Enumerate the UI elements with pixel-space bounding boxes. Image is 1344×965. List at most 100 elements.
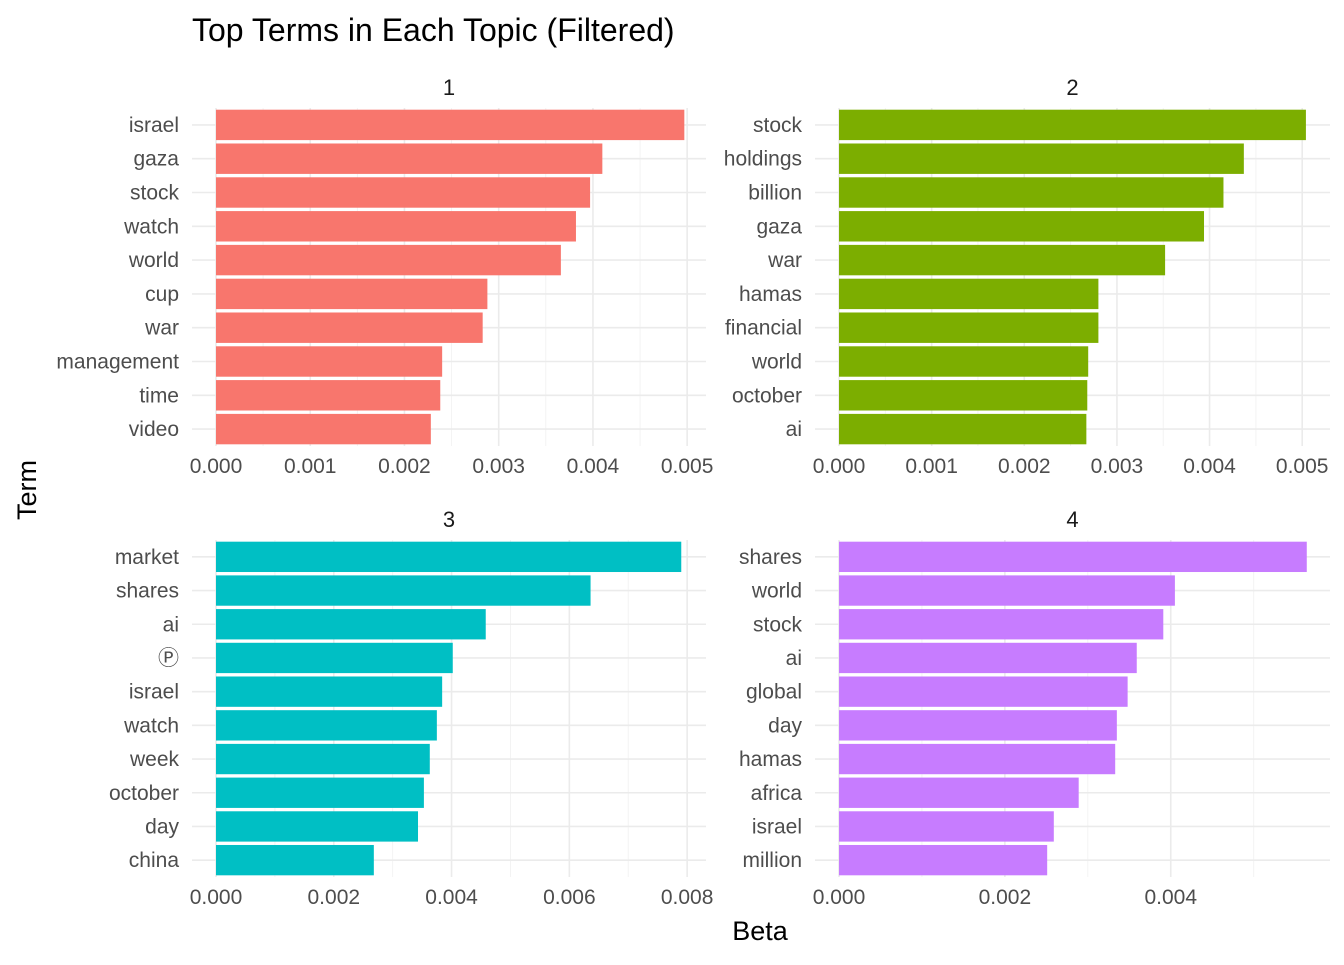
y-tick-label: cup [145, 283, 179, 306]
bar-4-stock [839, 609, 1164, 640]
bar-2-october [839, 380, 1088, 411]
bar-2-world [839, 346, 1089, 377]
bar-1-watch [216, 211, 576, 242]
x-tick-label: 0.002 [308, 886, 361, 909]
y-tick-label: financial [725, 317, 802, 340]
x-tick-label: 0.006 [543, 886, 596, 909]
bar-2-war [839, 244, 1166, 276]
y-tick-label: ai [786, 418, 802, 441]
y-tick-label: video [129, 418, 179, 441]
bar-1-management [216, 346, 443, 377]
bar-4-africa [839, 777, 1079, 808]
y-tick-label: gaza [756, 215, 802, 238]
y-tick-label: shares [739, 546, 802, 569]
bar-3-china [216, 844, 374, 876]
x-tick-label: 0.004 [567, 455, 620, 478]
y-tick-label: million [742, 849, 802, 872]
y-tick-label: hamas [739, 283, 802, 306]
y-tick-label: stock [753, 613, 803, 636]
y-tick-label: billion [748, 182, 802, 205]
bar-3-october [216, 777, 424, 808]
y-tick-label: africa [751, 782, 803, 805]
y-tick-label: hamas [739, 748, 802, 771]
y-tick-label: world [751, 580, 802, 603]
bar-2-hamas [839, 278, 1099, 310]
facet-panels: israel gaza stock watch world cup war managemen… [56, 75, 1330, 909]
bar-4-hamas [839, 743, 1116, 775]
x-tick-label: 0.003 [1091, 455, 1144, 478]
bar-4-shares [839, 541, 1307, 573]
x-tick-label: 0.002 [979, 886, 1032, 909]
y-tick-label: ai [786, 647, 802, 670]
y-tick-label: gaza [133, 148, 179, 171]
y-tick-label: world [751, 351, 802, 374]
y-tick-label: ai [163, 613, 179, 636]
x-tick-label: 0.002 [998, 455, 1051, 478]
chart-title: Top Terms in Each Topic (Filtered) [192, 12, 675, 48]
bar-3-Ⓟ [216, 642, 453, 674]
y-tick-label: october [109, 782, 179, 805]
y-tick-label: shares [116, 580, 179, 603]
bar-4-ai [839, 642, 1137, 674]
facet-strip-label: 1 [443, 75, 455, 100]
y-tick-label: stock [753, 114, 803, 137]
y-tick-label: israel [129, 681, 179, 704]
x-tick-label: 0.002 [378, 455, 431, 478]
x-tick-label: 0.005 [661, 455, 714, 478]
facet-strip-label: 2 [1066, 75, 1078, 100]
y-tick-label: holdings [724, 148, 802, 171]
bar-4-world [839, 575, 1175, 606]
x-tick-label: 0.004 [1183, 455, 1236, 478]
bar-2-billion [839, 177, 1224, 208]
bar-1-time [216, 380, 441, 411]
y-tick-label: stock [130, 182, 180, 205]
y-tick-label: world [128, 249, 179, 272]
x-tick-label: 0.000 [813, 886, 866, 909]
bar-1-video [216, 413, 431, 445]
x-tick-label: 0.001 [905, 455, 958, 478]
x-axis-title: Beta [732, 916, 789, 946]
y-tick-label: market [115, 546, 179, 569]
x-tick-label: 0.000 [190, 455, 243, 478]
y-tick-label: watch [123, 714, 179, 737]
bar-3-ai [216, 609, 486, 640]
bar-4-million [839, 844, 1048, 876]
y-tick-label: time [139, 384, 179, 407]
y-axis-title: Term [12, 460, 42, 520]
facet-panel-1: israel gaza stock watch world cup war managemen… [56, 75, 713, 478]
bar-1-world [216, 244, 561, 276]
bar-1-stock [216, 177, 591, 208]
x-tick-label: 0.004 [1144, 886, 1197, 909]
x-tick-label: 0.004 [425, 886, 478, 909]
bar-2-holdings [839, 143, 1244, 174]
bar-1-cup [216, 278, 488, 310]
y-tick-label: management [56, 351, 179, 374]
y-tick-label: watch [123, 215, 179, 238]
bar-2-ai [839, 413, 1087, 445]
facet-strip-label: 3 [443, 507, 455, 532]
y-tick-label: october [732, 384, 802, 407]
bar-2-gaza [839, 211, 1205, 242]
y-tick-label: israel [752, 815, 802, 838]
bar-1-israel [216, 109, 685, 141]
bar-4-israel [839, 811, 1054, 842]
y-tick-label: week [129, 748, 180, 771]
x-tick-label: 0.001 [284, 455, 337, 478]
bar-1-gaza [216, 143, 603, 174]
y-tick-label: Ⓟ [158, 647, 179, 670]
y-tick-label: war [144, 317, 179, 340]
y-tick-label: global [746, 681, 802, 704]
bar-3-shares [216, 575, 591, 606]
bar-4-day [839, 710, 1117, 741]
y-tick-label: china [129, 849, 180, 872]
bar-1-war [216, 312, 483, 343]
x-tick-label: 0.000 [813, 455, 866, 478]
facet-panel-4: shares world stock ai global day hamas africa is… [739, 507, 1330, 909]
x-tick-label: 0.005 [1276, 455, 1329, 478]
bar-4-global [839, 676, 1128, 707]
facet-strip-label: 4 [1066, 507, 1078, 532]
y-tick-label: israel [129, 114, 179, 137]
